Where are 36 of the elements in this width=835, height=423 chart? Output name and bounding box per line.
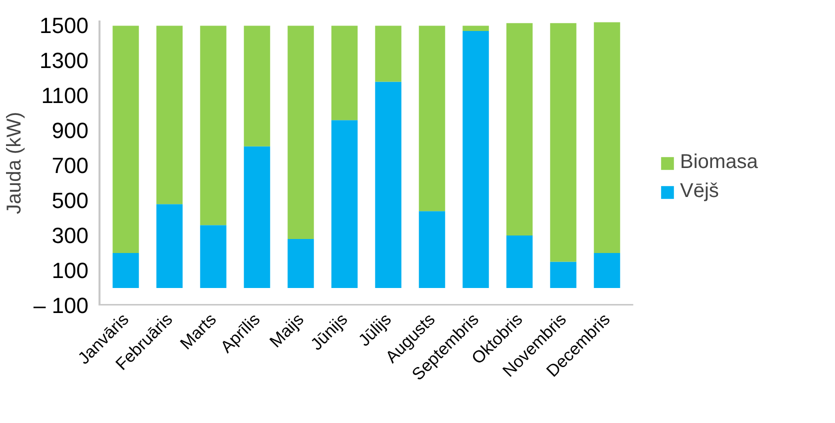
bar [288,239,314,288]
y-tick-label: 500 [52,188,89,214]
y-tick-label: 900 [52,118,89,144]
y-tick-label: 300 [52,223,89,248]
bar [331,26,358,120]
bar [506,236,533,288]
bar [112,253,139,288]
bar [550,23,576,262]
bar [112,26,139,254]
bar [156,204,183,288]
bar [462,30,489,288]
bar [375,82,402,288]
bar [200,26,226,226]
y-axis-title: Jauda (kW) [3,112,26,214]
bar [418,26,446,212]
bar [200,225,226,288]
legend-label: Biomasa [680,151,758,174]
bar [375,26,402,82]
bar [418,211,446,288]
bar [462,26,489,31]
y-tick-label: 1100 [41,83,89,108]
bar [331,120,358,288]
legend-label: Vējš [680,180,719,203]
bar [244,146,270,288]
bar [506,23,533,236]
y-tick-label: 100 [52,258,89,284]
y-tick-label: – 100 [33,293,89,318]
bar [288,26,314,240]
y-tick-label: 700 [52,153,89,178]
bar [244,26,270,146]
bar [156,26,183,204]
bar [594,22,620,254]
y-tick-label: 1500 [40,13,89,38]
y-tick-label: 1300 [40,48,89,74]
bar [550,262,576,288]
bar [594,253,620,288]
